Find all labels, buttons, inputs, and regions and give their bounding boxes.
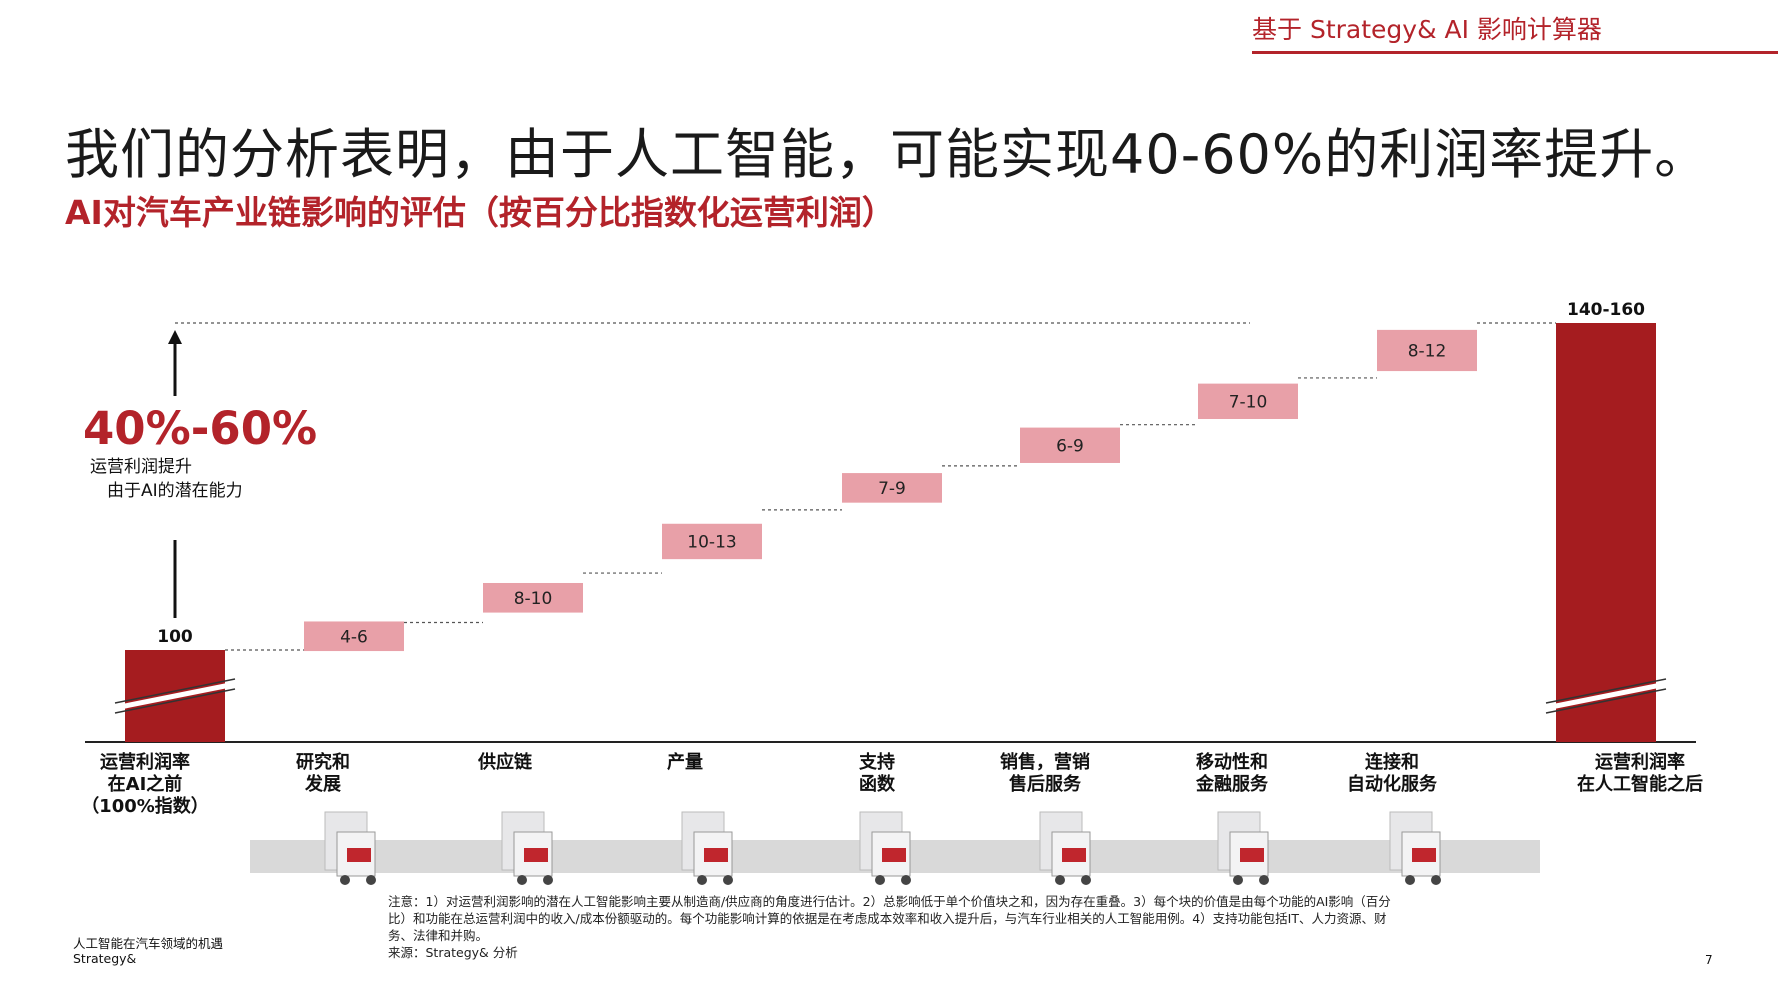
axis-break-start-line-a bbox=[114, 678, 236, 704]
bar-increment bbox=[1020, 427, 1120, 463]
bar-increment-label: 10-13 bbox=[687, 532, 736, 552]
delivery-truck-icon bbox=[501, 811, 553, 885]
bar-increment bbox=[842, 473, 942, 503]
robot-arm-assembly-icon bbox=[681, 811, 733, 885]
footer-title: 人工智能在汽车领域的机遇 bbox=[73, 936, 224, 951]
bar-increment bbox=[304, 621, 404, 652]
footer-brand: Strategy& bbox=[73, 951, 137, 966]
bar-increment-label: 8-10 bbox=[514, 589, 553, 609]
bar-start-label: 100 bbox=[157, 627, 193, 647]
tablet-analytics-icon bbox=[859, 811, 911, 885]
notes: 注意：1）对运营利润影响的潜在人工智能影响主要从制造商/供应商的角度进行估计。2… bbox=[388, 893, 1393, 961]
bar-end-label: 140-160 bbox=[1567, 300, 1645, 320]
axis-break-start-gap bbox=[114, 681, 236, 711]
connected-car-platform-icon bbox=[1389, 811, 1441, 885]
bar-increment bbox=[662, 523, 762, 560]
bar-increment-label: 6-9 bbox=[1056, 436, 1084, 456]
bar-increment-label: 8-12 bbox=[1408, 341, 1447, 361]
header-tag: 基于 Strategy& AI 影响计算器 bbox=[1252, 15, 1602, 44]
bar-increment-label: 7-9 bbox=[878, 479, 906, 499]
source-text: 来源：Strategy& 分析 bbox=[388, 945, 518, 960]
callout-line-1: 运营利润提升 bbox=[90, 457, 192, 477]
axis-break-end-line-b bbox=[1545, 688, 1667, 714]
bar-increment-label: 4-6 bbox=[340, 627, 368, 647]
category-label: 研究和 发展 bbox=[296, 752, 350, 795]
note-text: 注意：1）对运营利润影响的潜在人工智能影响主要从制造商/供应商的角度进行估计。2… bbox=[388, 894, 1391, 943]
callout-value: 40%-60% bbox=[83, 402, 318, 455]
category-label: 销售，营销 售后服务 bbox=[1000, 752, 1090, 795]
category-label: 产量 bbox=[667, 752, 703, 773]
axis-break-end-gap bbox=[1545, 681, 1667, 711]
arrow-head-icon bbox=[168, 330, 182, 344]
category-label: 支持 函数 bbox=[859, 752, 895, 795]
axis-break-start-line-b bbox=[114, 688, 236, 714]
bar-increment-label: 7-10 bbox=[1229, 392, 1268, 412]
category-label: 运营利润率 在AI之前 （100%指数） bbox=[81, 752, 209, 817]
page-number: 7 bbox=[1705, 953, 1713, 967]
category-label: 连接和 自动化服务 bbox=[1347, 752, 1437, 795]
axis-break-end-line-a bbox=[1545, 678, 1667, 704]
category-label: 运营利润率 在人工智能之后 bbox=[1577, 752, 1703, 795]
bar-increment bbox=[1377, 329, 1477, 372]
category-label: 供应链 bbox=[478, 752, 532, 773]
header-divider bbox=[1252, 51, 1778, 54]
car-financing-icon bbox=[1217, 811, 1269, 885]
bar-increment bbox=[1198, 383, 1298, 420]
callout-line-2: 由于AI的潜在能力 bbox=[107, 481, 243, 501]
page-title: 我们的分析表明，由于人工智能，可能实现40-60%的利润率提升。 bbox=[65, 123, 1710, 186]
category-label: 移动性和 金融服务 bbox=[1196, 752, 1268, 795]
engineer-workstation-icon bbox=[324, 811, 376, 885]
bar-increment bbox=[483, 582, 583, 613]
bar-end bbox=[1556, 323, 1656, 742]
chart-subtitle: AI对汽车产业链影响的评估（按百分比指数化运营利润） bbox=[65, 193, 895, 232]
showroom-salesperson-icon bbox=[1039, 811, 1091, 885]
